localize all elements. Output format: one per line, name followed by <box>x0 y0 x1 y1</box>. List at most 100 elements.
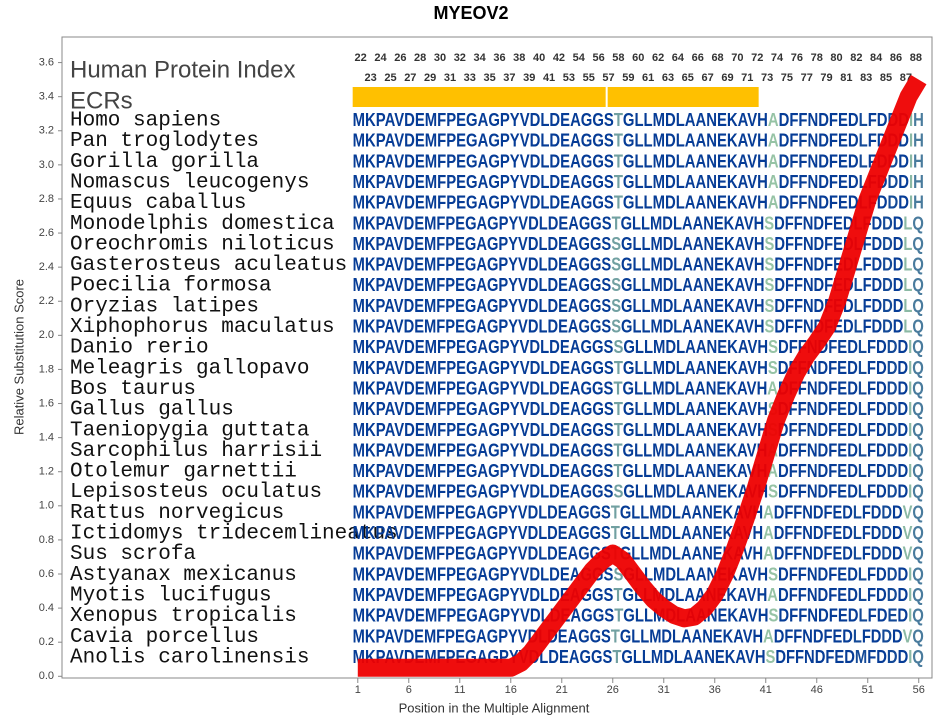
sequence: MKPAVDEMFPEGAGPYVDLDEAGGSTGLLMDLAANEKAVH… <box>353 543 924 563</box>
y-tick-label: 0.8 <box>39 534 54 546</box>
protein-index: 70 <box>731 52 743 64</box>
species-name: Lepisosteus oculatus <box>70 481 322 504</box>
sequence: MKPAVDEMFPEGAGPYVDLDEAGGSTGLLMDLAANEKAVH… <box>353 605 924 625</box>
protein-index: 60 <box>632 52 644 64</box>
x-tick-label: 41 <box>760 684 772 696</box>
protein-index: 37 <box>503 72 515 84</box>
y-tick-label: 3.6 <box>39 56 54 68</box>
y-tick-label: 2.8 <box>39 193 54 205</box>
protein-index: 75 <box>781 72 793 84</box>
protein-index: 66 <box>692 52 704 64</box>
sequence: MKPAVDEMFPEGAGPYVDLDEAGGSSGLLMDLAANEKAVH… <box>353 316 924 336</box>
protein-index: 31 <box>444 72 456 84</box>
species-name: Meleagris gallopavo <box>70 357 309 380</box>
x-tick-label: 51 <box>862 684 874 696</box>
protein-index: 73 <box>761 72 773 84</box>
chart-title: MYEOV2 <box>433 3 508 23</box>
protein-index-label: Human Protein Index <box>70 56 295 83</box>
protein-index: 35 <box>483 72 495 84</box>
x-tick-label: 26 <box>607 684 619 696</box>
score-line <box>357 74 927 677</box>
protein-index: 36 <box>493 52 505 64</box>
protein-index: 53 <box>563 72 575 84</box>
sequence: MKPAVDEMFPEGAGPYVDLDEAGGSTGLLMDLAANEKAVH… <box>353 378 924 398</box>
y-tick-label: 3.4 <box>39 91 54 103</box>
protein-index: 81 <box>840 72 852 84</box>
species-name: Sus scrofa <box>70 543 196 566</box>
protein-index: 67 <box>702 72 714 84</box>
y-tick-label: 2.0 <box>39 329 54 341</box>
y-axis-label: Relative Substitution Score <box>11 279 26 435</box>
species-name: Taeniopygia guttata <box>70 419 309 442</box>
protein-index: 69 <box>721 72 733 84</box>
x-axis-label: Position in the Multiple Alignment <box>399 700 590 715</box>
sequence: MKPAVDEMFPEGAGPYVDLDEAGGSSGLLMDLAANEKAVH… <box>353 337 924 357</box>
species-name: Otolemur garnettii <box>70 461 297 484</box>
species-name: Ictidomys tridecemlineatus <box>70 523 398 546</box>
sequence: MKPAVDEMFPEGAGPYVDLDEAGGSTGLLMDLAANEKAVH… <box>353 626 924 646</box>
protein-index: 78 <box>811 52 823 64</box>
y-tick-label: 0.2 <box>39 636 54 648</box>
sequence: MKPAVDEMFPEGAGPYVDLDEAGGSTGLLMDLAANEKAVH… <box>353 420 924 440</box>
protein-index: 28 <box>414 52 426 64</box>
sequence: MKPAVDEMFPEGAGPYVDLDEAGGSTGLLMDLAANEKAVH… <box>353 523 924 543</box>
ecr-bar <box>607 87 759 107</box>
sequence: MKPAVDEMFPEGAGPYVDLDEAGGSTGLLMDLAANEKAVH… <box>353 358 924 378</box>
protein-index: 25 <box>384 72 396 84</box>
y-tick-label: 1.4 <box>39 432 54 444</box>
protein-index: 71 <box>741 72 753 84</box>
sequence: MKPAVDEMFPEGAGPYVDLDEAGGSSGLLMDLAANEKAVH… <box>353 481 924 501</box>
sequence: MKPAVDEMFPEGAGPYVDLDEAGGSSGLLMDLAANEKAVH… <box>353 275 924 295</box>
protein-index: 72 <box>751 52 763 64</box>
protein-index: 22 <box>355 52 367 64</box>
protein-index: 64 <box>672 52 685 64</box>
protein-index: 54 <box>573 52 586 64</box>
species-name: Poecilia formosa <box>70 275 272 298</box>
protein-index: 83 <box>860 72 872 84</box>
sequence: MKPAVDEMFPEGAGPYVDLDEAGGSTGLLMDLAANEKAVH… <box>353 440 924 460</box>
protein-index: 79 <box>820 72 832 84</box>
protein-index: 34 <box>474 52 487 64</box>
protein-index: 82 <box>850 52 862 64</box>
protein-index: 65 <box>682 72 694 84</box>
protein-index: 74 <box>771 52 784 64</box>
species-name: Oreochromis niloticus <box>70 233 335 256</box>
species-name: Monodelphis domestica <box>70 213 335 236</box>
species-name: Bos taurus <box>70 378 196 401</box>
x-tick-label: 56 <box>913 684 925 696</box>
protein-index: 77 <box>801 72 813 84</box>
protein-index: 63 <box>662 72 674 84</box>
protein-index: 29 <box>424 72 436 84</box>
sequence: MKPAVDEMFPEGAGPYVDLDEAGGSTGLLMDLAANEKAVH… <box>353 213 924 233</box>
protein-index: 42 <box>553 52 565 64</box>
y-tick-label: 0.4 <box>39 602 54 614</box>
y-tick-label: 1.2 <box>39 466 54 478</box>
protein-index: 55 <box>583 72 595 84</box>
protein-index: 32 <box>454 52 466 64</box>
sequence: MKPAVDEMFPEGAGPYVDLDEAGGSTGLLMDLAANEKAVH… <box>353 192 924 212</box>
sequence: MKPAVDEMFPEGAGPYVDLDEAGGSTGLLMDLAANEKAVH… <box>353 172 924 192</box>
x-tick-label: 1 <box>355 684 361 696</box>
protein-index: 57 <box>602 72 614 84</box>
protein-index: 38 <box>513 52 525 64</box>
protein-index: 80 <box>830 52 842 64</box>
y-tick-label: 2.2 <box>39 295 54 307</box>
sequence: MKPAVDEMFPEGAGPYVDLDEAGGSTGLLMDLAANEKAVH… <box>353 502 924 522</box>
species-name: Nomascus leucogenys <box>70 171 309 194</box>
species-name: Xenopus tropicalis <box>70 605 297 628</box>
species-name: Sarcophilus harrisii <box>70 440 322 463</box>
species-name: Danio rerio <box>70 337 209 360</box>
sequence: MKPAVDEMFPEGAGPYVDLDEAGGSSGLLMDLAANEKAVH… <box>353 234 924 254</box>
y-tick-label: 1.6 <box>39 397 54 409</box>
plot-frame <box>61 36 933 679</box>
protein-index: 39 <box>523 72 535 84</box>
x-tick-label: 11 <box>454 684 465 696</box>
y-tick-label: 3.0 <box>39 159 54 171</box>
y-tick-label: 2.4 <box>39 261 54 273</box>
species-name: Gallus gallus <box>70 399 234 422</box>
y-tick-label: 3.2 <box>39 125 54 137</box>
y-tick-label: 2.6 <box>39 227 54 239</box>
protein-index: 88 <box>910 52 922 64</box>
y-tick-label: 0.6 <box>39 568 54 580</box>
